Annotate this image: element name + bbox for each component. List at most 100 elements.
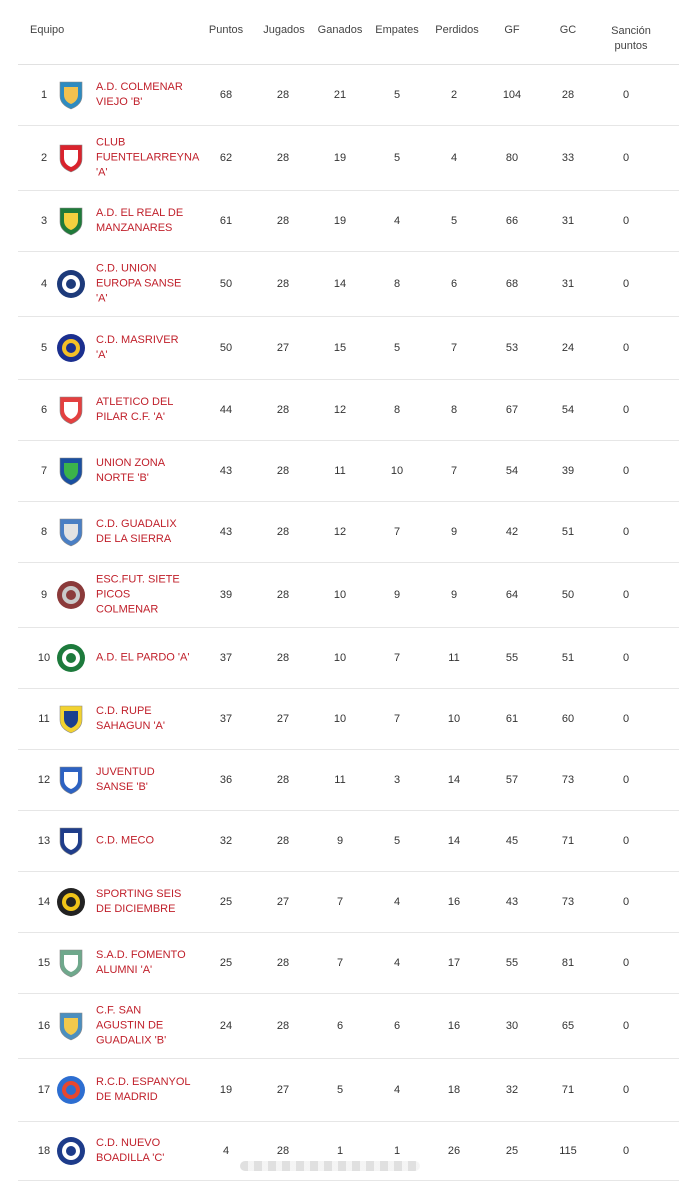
- won-cell: 19: [333, 215, 347, 227]
- team-crest-icon: [55, 1074, 87, 1106]
- team-name-line: COLMENAR: [96, 603, 159, 616]
- won-cell: 10: [333, 652, 347, 664]
- header-won: Ganados: [317, 24, 363, 36]
- team-name-line: JUVENTUD: [96, 766, 155, 778]
- sanction-cell: 0: [622, 342, 630, 354]
- lost-cell: 7: [450, 342, 458, 354]
- position-cell: 4: [40, 278, 48, 290]
- team-name-link[interactable]: C.D. UNION EUROPA SANSE 'A': [96, 262, 206, 307]
- team-name-line: R.C.D. ESPANYOL: [96, 1076, 191, 1088]
- team-name-link[interactable]: UNION ZONA NORTE 'B': [96, 456, 206, 486]
- position-cell: 14: [37, 896, 51, 908]
- goals-for-cell: 67: [505, 404, 519, 416]
- drawn-cell: 3: [393, 774, 401, 786]
- lost-cell: 16: [447, 1020, 461, 1032]
- table-row: 14 SPORTING SEIS DE DICIEMBRE 25 27 7 4 16 43 73 0: [18, 872, 679, 933]
- goals-for-cell: 25: [505, 1145, 519, 1157]
- team-name-line: A.D. EL REAL DE: [96, 207, 184, 219]
- header-sanction-line1: Sanción: [611, 25, 651, 37]
- won-cell: 6: [336, 1020, 344, 1032]
- team-name-link[interactable]: C.D. MASRIVER 'A': [96, 333, 206, 363]
- goals-against-cell: 115: [559, 1145, 577, 1157]
- goals-for-cell: 61: [505, 713, 519, 725]
- sanction-cell: 0: [622, 957, 630, 969]
- table-row: 15 S.A.D. FOMENTO ALUMNI 'A' 25 28 7 4 17 55 81 0: [18, 933, 679, 994]
- team-name-link[interactable]: C.F. SAN AGUSTIN DE GUADALIX 'B': [96, 1004, 206, 1049]
- table-row: 9 ESC.FUT. SIETE PICOS COLMENAR 39 28 10 9 9 64 50…: [18, 563, 679, 628]
- team-name-link[interactable]: C.D. NUEVO BOADILLA 'C': [96, 1136, 206, 1166]
- team-crest-icon: [55, 205, 87, 237]
- team-name-line: SAHAGUN 'A': [96, 720, 165, 732]
- team-name-link[interactable]: JUVENTUD SANSE 'B': [96, 765, 206, 795]
- team-name-link[interactable]: C.D. RUPE SAHAGUN 'A': [96, 704, 206, 734]
- team-name-line: EUROPA SANSE: [96, 277, 182, 290]
- team-name-link[interactable]: CLUB FUENTELARREYNA 'A': [96, 136, 206, 181]
- team-name-link[interactable]: S.A.D. FOMENTO ALUMNI 'A': [96, 948, 206, 978]
- table-row: 7 UNION ZONA NORTE 'B' 43 28 11 10 7 54 39 0: [18, 441, 679, 502]
- lost-cell: 4: [450, 152, 458, 164]
- team-crest-icon: [55, 268, 87, 300]
- won-cell: 12: [333, 526, 347, 538]
- sanction-cell: 0: [622, 896, 630, 908]
- team-name-line: C.D. NUEVO: [96, 1137, 161, 1149]
- drawn-cell: 9: [393, 589, 401, 601]
- team-name-line: SPORTING SEIS: [96, 888, 182, 900]
- team-crest-icon: [55, 579, 87, 611]
- goals-for-cell: 53: [505, 342, 519, 354]
- team-name-link[interactable]: SPORTING SEIS DE DICIEMBRE: [96, 887, 206, 917]
- won-cell: 7: [336, 896, 344, 908]
- team-name-link[interactable]: ESC.FUT. SIETE PICOS COLMENAR: [96, 573, 206, 618]
- header-goals-for: GF: [504, 24, 520, 36]
- goals-against-cell: 24: [561, 342, 575, 354]
- header-played: Jugados: [263, 24, 305, 36]
- team-name-line: 'A': [96, 166, 108, 179]
- won-cell: 19: [333, 152, 347, 164]
- drawn-cell: 5: [393, 152, 401, 164]
- goals-for-cell: 57: [505, 774, 519, 786]
- sanction-cell: 0: [622, 713, 630, 725]
- goals-for-cell: 30: [505, 1020, 519, 1032]
- table-row: 17 R.C.D. ESPANYOL DE MADRID 19 27 5 4 18 32 71 0: [18, 1059, 679, 1122]
- team-name-line: 'A': [96, 349, 108, 361]
- team-name-link[interactable]: R.C.D. ESPANYOL DE MADRID: [96, 1075, 206, 1105]
- points-cell: 43: [219, 465, 233, 477]
- lost-cell: 2: [450, 89, 458, 101]
- position-cell: 15: [37, 957, 51, 969]
- drawn-cell: 10: [390, 465, 404, 477]
- team-name-link[interactable]: C.D. MECO: [96, 834, 206, 849]
- header-goals-against: GC: [559, 24, 577, 36]
- header-lost: Perdidos: [435, 24, 479, 36]
- position-cell: 6: [40, 404, 48, 416]
- team-crest-icon: [55, 142, 87, 174]
- won-cell: 10: [333, 589, 347, 601]
- sanction-cell: 0: [622, 215, 630, 227]
- header-points: Puntos: [208, 24, 244, 36]
- goals-against-cell: 51: [561, 652, 575, 664]
- team-name-link[interactable]: ATLETICO DEL PILAR C.F. 'A': [96, 395, 206, 425]
- played-cell: 28: [276, 957, 290, 969]
- goals-against-cell: 33: [561, 152, 575, 164]
- points-cell: 25: [219, 957, 233, 969]
- team-name-link[interactable]: A.D. COLMENAR VIEJO 'B': [96, 80, 206, 110]
- goals-for-cell: 54: [505, 465, 519, 477]
- points-cell: 32: [219, 835, 233, 847]
- team-name-line: A.D. EL PARDO 'A': [96, 651, 190, 664]
- team-crest-icon: [55, 825, 87, 857]
- horizontal-scrollbar[interactable]: [240, 1161, 420, 1171]
- points-cell: 19: [219, 1084, 233, 1096]
- played-cell: 28: [276, 652, 290, 664]
- sanction-cell: 0: [622, 1020, 630, 1032]
- team-name-link[interactable]: A.D. EL REAL DE MANZANARES: [96, 206, 206, 236]
- team-name-link[interactable]: A.D. EL PARDO 'A': [96, 651, 206, 666]
- won-cell: 9: [336, 835, 344, 847]
- played-cell: 28: [276, 278, 290, 290]
- sanction-cell: 0: [622, 89, 630, 101]
- team-crest-icon: [55, 764, 87, 796]
- drawn-cell: 5: [393, 342, 401, 354]
- team-name-link[interactable]: C.D. GUADALIX DE LA SIERRA: [96, 517, 206, 547]
- played-cell: 28: [276, 526, 290, 538]
- team-name-line: PICOS: [96, 588, 131, 601]
- table-header: Equipo Puntos Jugados Ganados Empates Pe…: [18, 0, 679, 65]
- sanction-cell: 0: [622, 404, 630, 416]
- header-sanction: Sanción puntos: [603, 24, 659, 54]
